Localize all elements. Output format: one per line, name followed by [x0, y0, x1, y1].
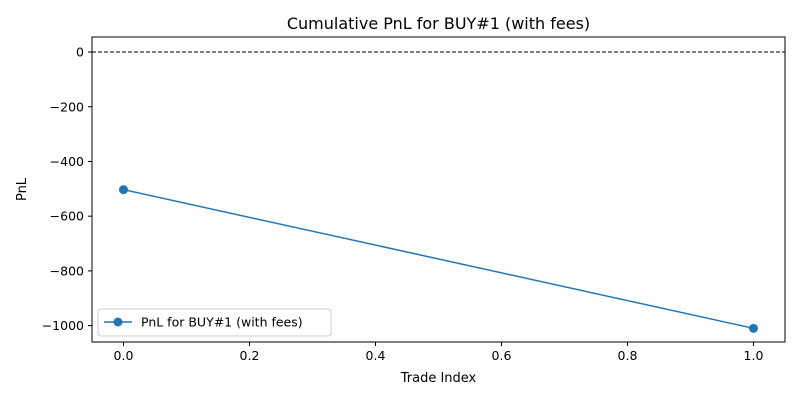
x-tick-label: 0.0 — [114, 348, 134, 363]
x-tick-label: 0.8 — [618, 348, 638, 363]
x-axis-label: Trade Index — [400, 371, 477, 386]
series-line — [123, 188, 754, 330]
y-axis: 0 −200 −400 −600 −800 −1000 — [42, 45, 92, 333]
x-tick-label: 0.6 — [492, 348, 512, 363]
y-tick-label: −600 — [50, 209, 84, 224]
y-tick-label: 0 — [76, 45, 84, 60]
y-tick-label: −1000 — [42, 318, 84, 333]
x-tick-label: 0.2 — [240, 348, 260, 363]
legend-entry-label: PnL for BUY#1 (with fees) — [141, 315, 303, 330]
x-tick-label: 1.0 — [744, 348, 764, 363]
y-axis-label: PnL — [15, 177, 30, 201]
x-tick-label: 0.4 — [366, 348, 386, 363]
y-tick-label: −200 — [50, 99, 84, 114]
data-point — [119, 185, 128, 195]
plot-frame — [91, 36, 786, 343]
data-point — [749, 323, 758, 333]
legend-marker-swatch — [113, 317, 123, 327]
legend: PnL for BUY#1 (with fees) — [97, 308, 332, 337]
legend-box — [97, 308, 332, 337]
x-axis: 0.0 0.2 0.4 0.6 0.8 1.0 — [114, 342, 764, 363]
y-tick-label: −400 — [50, 154, 84, 169]
chart-title: Cumulative PnL for BUY#1 (with fees) — [287, 14, 590, 33]
y-tick-label: −800 — [50, 263, 84, 278]
plot-area — [92, 51, 785, 333]
